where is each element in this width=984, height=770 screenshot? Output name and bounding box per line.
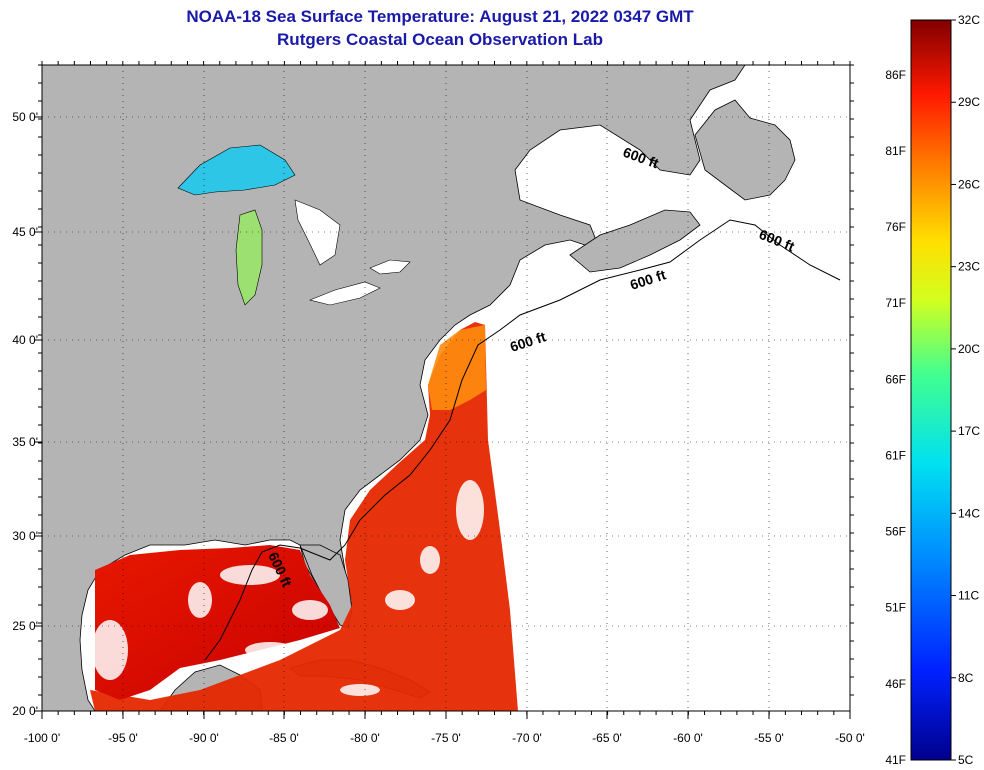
lat-tick-label: 40 0' — [12, 333, 38, 347]
lake-michigan — [235, 209, 263, 306]
colorbar-fahrenheit-label: 51F — [885, 601, 906, 615]
lake-ontario — [369, 259, 411, 275]
lat-tick-label: 25 0' — [12, 619, 38, 633]
cloud-patches — [92, 480, 484, 696]
lon-tick-label: -80 0' — [350, 731, 380, 745]
contour-600ft — [204, 219, 841, 661]
colorbar-celsius-label: 26C — [958, 177, 980, 191]
colorbar-fahrenheit-label: 76F — [885, 220, 906, 234]
lon-tick-label: -90 0' — [189, 731, 219, 745]
latitude-labels: 20 0' 25 0' 30 0' 35 0' 40 0' 45 0' 50 0' — [12, 110, 38, 718]
colorbar-fahrenheit-label: 41F — [885, 753, 906, 767]
lake-erie — [309, 281, 381, 306]
lat-tick-label: 30 0' — [12, 529, 38, 543]
sst-swath-atlantic — [90, 322, 518, 711]
colorbar-celsius-label: 20C — [958, 342, 980, 356]
colorbar-celsius-label: 32C — [958, 13, 980, 27]
colorbar-fahrenheit-label: 71F — [885, 296, 906, 310]
colorbar — [910, 19, 952, 761]
colorbar-celsius-label: 5C — [958, 753, 974, 767]
colorbar-celsius-label: 23C — [958, 260, 980, 274]
lon-tick-label: -75 0' — [431, 731, 461, 745]
lat-tick-label: 45 0' — [12, 225, 38, 239]
colorbar-celsius-label: 11C — [958, 589, 979, 603]
colorbar-fahrenheit-label: 86F — [885, 68, 906, 82]
lon-tick-label: -55 0' — [754, 731, 784, 745]
map-title: NOAA-18 Sea Surface Temperature: August … — [186, 7, 694, 26]
map-area — [42, 65, 850, 711]
land-nova-scotia — [569, 209, 701, 273]
colorbar-fahrenheit-label: 61F — [885, 448, 906, 462]
lake-huron — [294, 199, 341, 266]
land-north-america — [42, 65, 746, 711]
lat-tick-label: 35 0' — [12, 435, 38, 449]
colorbar-celsius-label: 17C — [958, 424, 980, 438]
colorbar-celsius-label: 29C — [958, 95, 980, 109]
lon-tick-label: -100 0' — [24, 731, 60, 745]
lon-tick-label: -85 0' — [269, 731, 299, 745]
colorbar-celsius-label: 14C — [958, 506, 980, 520]
longitude-labels: -100 0' -95 0' -90 0' -85 0' -80 0' -75 0' -70… — [24, 731, 865, 745]
frame-ticks — [34, 61, 854, 719]
lake-superior — [177, 144, 296, 196]
lon-tick-label: -60 0' — [673, 731, 703, 745]
lon-tick-label: -95 0' — [108, 731, 138, 745]
colorbar-fahrenheit-label: 46F — [885, 677, 906, 691]
lat-tick-label: 50 0' — [12, 110, 38, 124]
lon-tick-label: -70 0' — [512, 731, 542, 745]
map-subtitle: Rutgers Coastal Ocean Observation Lab — [277, 30, 603, 49]
colorbar-fahrenheit-label: 66F — [885, 372, 906, 386]
sst-gulf-of-mexico — [95, 545, 340, 700]
colorbar-labels: 32C 29C 26C 23C 20C 17C 14C 11C 8C 5C 86F 81F 76F 71F… — [885, 13, 980, 767]
land-newfoundland — [694, 99, 796, 201]
lat-tick-label: 20 0' — [12, 704, 38, 718]
lon-tick-label: -50 0' — [835, 731, 865, 745]
sst-mid-atlantic-shelf — [428, 325, 486, 410]
colorbar-fahrenheit-label: 81F — [885, 144, 906, 158]
colorbar-fahrenheit-label: 56F — [885, 525, 906, 539]
lon-tick-label: -65 0' — [592, 731, 622, 745]
colorbar-celsius-label: 8C — [958, 671, 974, 685]
